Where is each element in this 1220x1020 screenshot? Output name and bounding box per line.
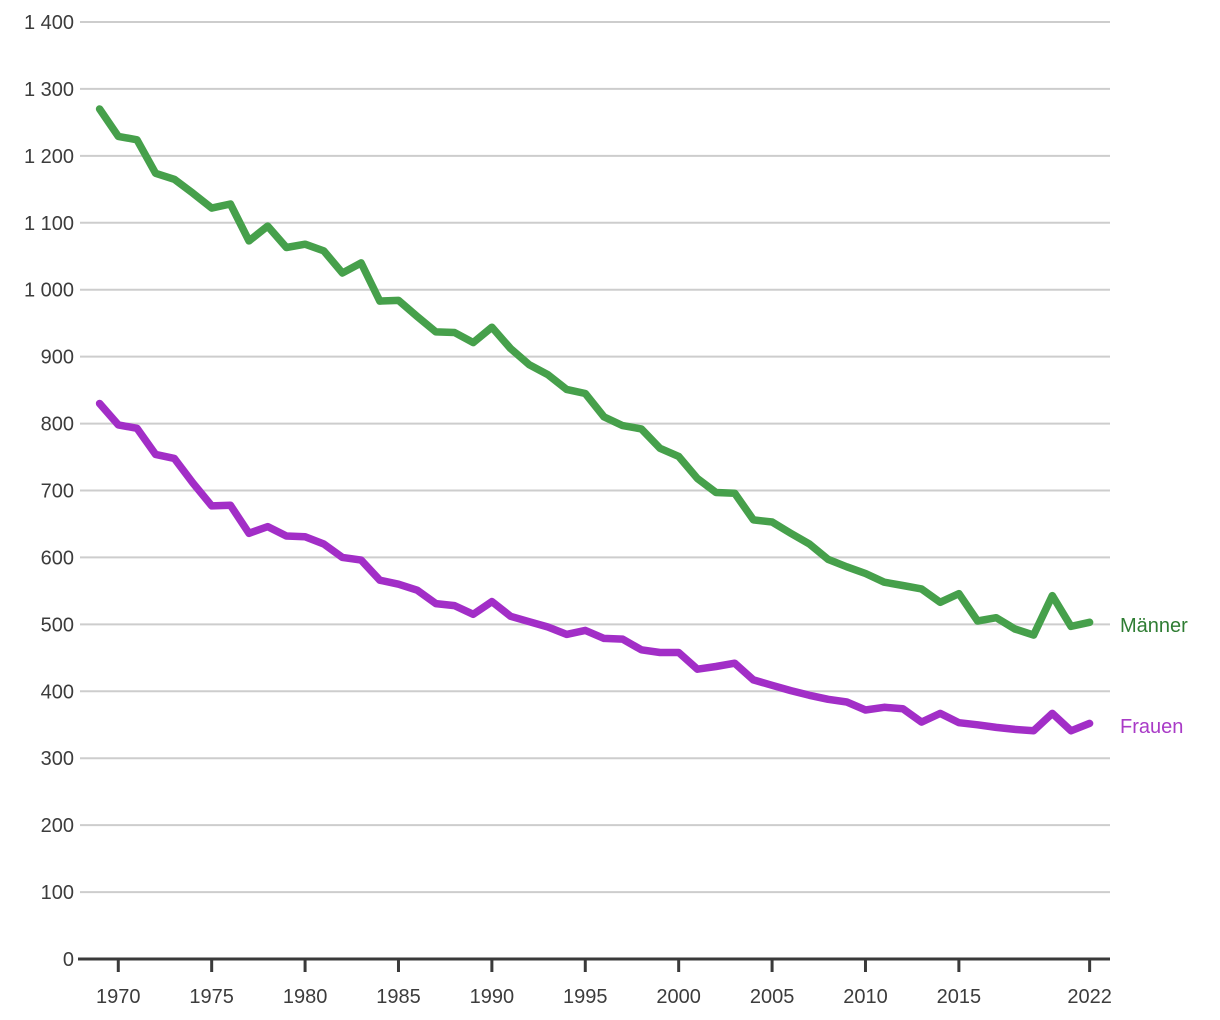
y-axis-tick-label: 0 <box>63 949 74 971</box>
x-axis-tick-label: 1975 <box>189 986 234 1008</box>
x-axis-tick-label: 1985 <box>376 986 421 1008</box>
x-axis-tick-label: 1980 <box>283 986 328 1008</box>
y-axis-tick-label: 300 <box>41 748 74 770</box>
x-axis-tick-label: 1990 <box>470 986 515 1008</box>
series-label-maenner: Männer <box>1120 615 1188 638</box>
series-line-frauen <box>95 399 1094 735</box>
x-axis-tick-label: 1970 <box>96 986 141 1008</box>
x-axis-tick-label: 1995 <box>563 986 608 1008</box>
y-axis-tick-label: 200 <box>41 815 74 837</box>
x-axis-tick-label: 2015 <box>937 986 982 1008</box>
series-line-männer <box>95 105 1094 639</box>
series-label-frauen: Frauen <box>1120 716 1184 739</box>
y-axis-tick-label: 1 300 <box>24 79 74 101</box>
y-axis-tick-label: 700 <box>41 481 74 503</box>
y-axis-tick-label: 800 <box>41 414 74 436</box>
y-axis-tick-label: 400 <box>41 681 74 703</box>
y-axis-tick-label: 1 100 <box>24 213 74 235</box>
x-axis-tick-label: 2000 <box>656 986 701 1008</box>
y-axis-tick-label: 500 <box>41 614 74 636</box>
x-axis-tick-label: 2022 <box>1067 986 1112 1008</box>
y-axis-tick-label: 100 <box>41 882 74 904</box>
x-axis-tick-label: 2010 <box>843 986 888 1008</box>
y-axis-tick-label: 1 200 <box>24 146 74 168</box>
y-axis-tick-label: 900 <box>41 347 74 369</box>
y-axis-tick-label: 600 <box>41 547 74 569</box>
x-axis-tick-label: 2005 <box>750 986 795 1008</box>
y-axis-tick-label: 1 000 <box>24 280 74 302</box>
y-axis-tick-label: 1 400 <box>24 12 74 34</box>
